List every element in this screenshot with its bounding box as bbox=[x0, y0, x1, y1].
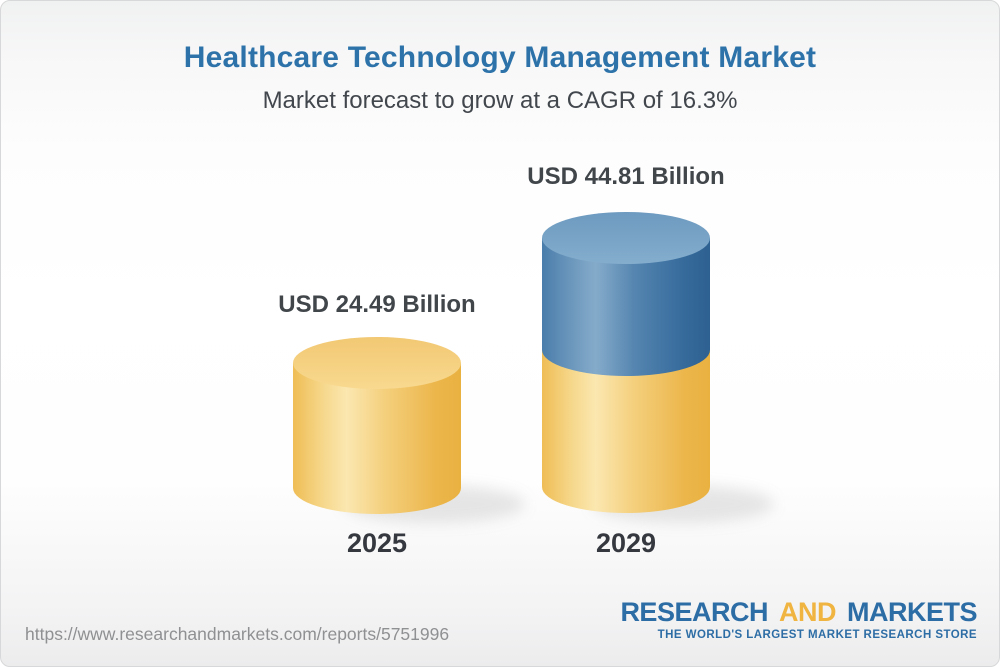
bar-cylinder-2029 bbox=[542, 212, 710, 513]
bar-cylinder-2025 bbox=[293, 337, 461, 514]
category-label-2029: 2029 bbox=[595, 528, 657, 558]
logo-word-markets: MARKETS bbox=[847, 597, 978, 627]
page-title: Healthcare Technology Management Market bbox=[183, 41, 817, 74]
category-label-2025: 2025 bbox=[346, 528, 408, 558]
value-label-2025: USD 24.49 Billion bbox=[278, 291, 476, 318]
research-and-markets-logo: RESEARCH AND MARKETS THE WORLD'S LARGEST… bbox=[620, 599, 977, 642]
report-url-link[interactable]: https://www.researchandmarkets.com/repor… bbox=[25, 624, 450, 644]
value-label-2029: USD 44.81 Billion bbox=[527, 163, 725, 190]
logo-tagline: THE WORLD'S LARGEST MARKET RESEARCH STOR… bbox=[657, 629, 977, 641]
logo-word-research: RESEARCH bbox=[620, 597, 768, 627]
logo-word-and: AND bbox=[778, 597, 837, 627]
logo-wordmark: RESEARCH AND MARKETS bbox=[620, 599, 977, 626]
page-subtitle: Market forecast to grow at a CAGR of 16.… bbox=[262, 87, 738, 114]
